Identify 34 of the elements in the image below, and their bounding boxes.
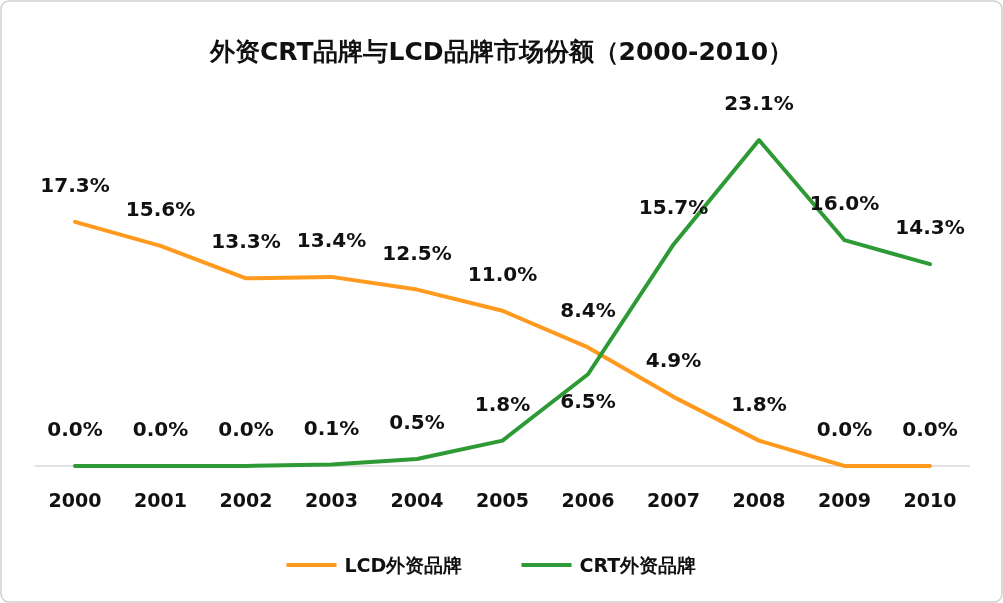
data-label: 8.4% bbox=[560, 298, 616, 323]
data-label: 0.0% bbox=[816, 417, 873, 441]
x-tick-label: 2007 bbox=[647, 489, 700, 511]
x-tick-label: 2004 bbox=[390, 489, 444, 511]
data-label: 0.5% bbox=[389, 409, 445, 434]
data-label: 23.1% bbox=[724, 91, 794, 115]
data-label: 1.8% bbox=[474, 391, 531, 416]
x-tick-label: 2000 bbox=[48, 489, 102, 511]
data-label: 1.8% bbox=[731, 391, 787, 416]
x-tick-label: 2003 bbox=[305, 489, 358, 511]
data-label: 11.0% bbox=[467, 261, 538, 286]
x-tick-label: 2001 bbox=[134, 489, 187, 511]
data-label: 0.0% bbox=[218, 417, 274, 441]
data-label: 13.3% bbox=[211, 229, 281, 254]
data-label: 4.9% bbox=[645, 347, 702, 372]
data-label: 6.5% bbox=[560, 389, 616, 414]
legend-label: CRT外资品牌 bbox=[579, 554, 697, 576]
x-tick-label: 2002 bbox=[219, 489, 273, 511]
data-label: 12.5% bbox=[382, 240, 452, 265]
data-label: 0.0% bbox=[902, 417, 958, 441]
data-label: 0.1% bbox=[303, 415, 360, 440]
data-label: 0.0% bbox=[132, 417, 189, 441]
x-tick-label: 2005 bbox=[476, 489, 529, 511]
data-label: 17.3% bbox=[40, 172, 110, 197]
legend-label: LCD外资品牌 bbox=[344, 554, 463, 576]
x-tick-label: 2008 bbox=[732, 489, 786, 511]
data-label: 14.3% bbox=[895, 215, 965, 240]
x-tick-label: 2006 bbox=[561, 489, 615, 511]
x-tick-label: 2010 bbox=[903, 489, 957, 511]
data-label: 13.4% bbox=[296, 227, 367, 252]
data-label: 15.6% bbox=[125, 196, 196, 221]
chart-title: 外资CRT品牌与LCD品牌市场份额（2000-2010） bbox=[208, 37, 794, 66]
x-tick-label: 2009 bbox=[818, 489, 871, 511]
data-label: 0.0% bbox=[47, 417, 103, 441]
